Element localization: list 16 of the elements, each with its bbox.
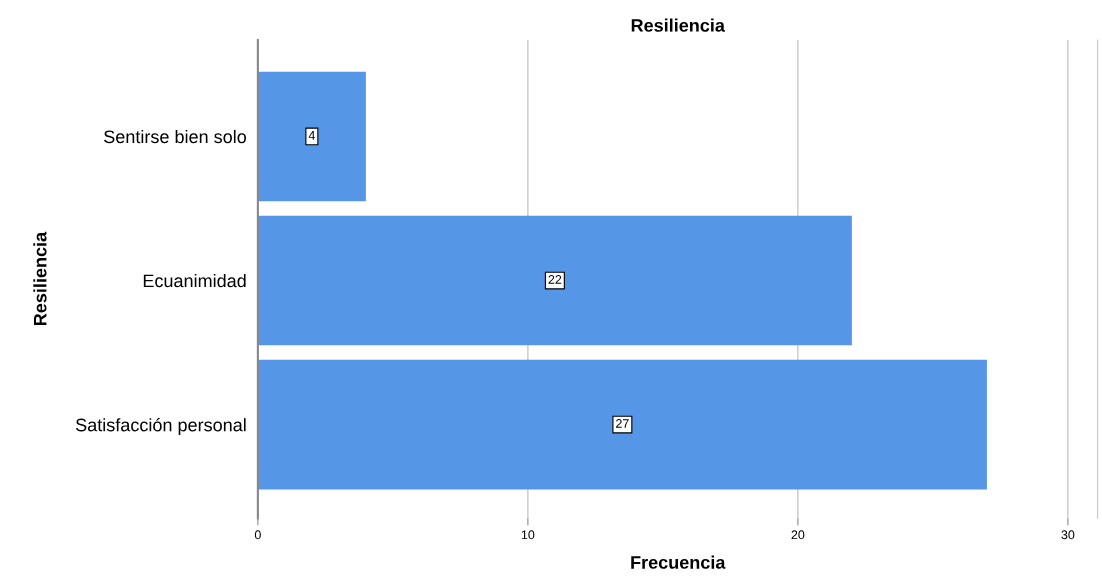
x-tick-label: 30 <box>1061 530 1075 540</box>
y-tick-label: Ecuanimidad <box>143 273 246 288</box>
x-tick-label: 0 <box>254 530 261 540</box>
data-label: 4 <box>308 131 315 140</box>
y-tick-label: Satisfacción personal <box>75 417 246 435</box>
x-axis-title: Frecuencia <box>631 555 726 569</box>
data-label: 27 <box>616 419 629 428</box>
x-tick-label: 10 <box>521 530 535 540</box>
bar <box>257 71 366 202</box>
x-tick-label: 20 <box>791 530 805 540</box>
y-axis-title: Resiliencia <box>33 231 47 326</box>
y-tick-label: Sentirse bien solo <box>104 129 247 144</box>
chart-title: Resiliencia <box>631 18 726 32</box>
bar <box>257 359 987 490</box>
data-label: 22 <box>548 275 562 284</box>
bar <box>257 215 852 346</box>
